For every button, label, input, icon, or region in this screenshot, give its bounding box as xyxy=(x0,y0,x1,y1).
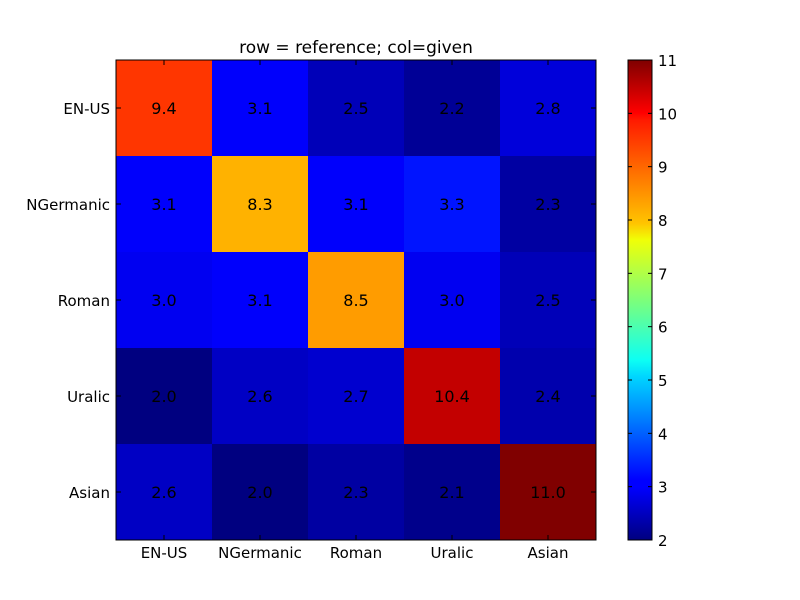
heatmap-cell xyxy=(404,252,500,348)
cell-value-label: 2.0 xyxy=(247,483,272,502)
heatmap-cell xyxy=(500,156,596,252)
y-tick-label: NGermanic xyxy=(26,196,110,214)
heatmap-cell xyxy=(404,156,500,252)
heatmap-cell xyxy=(308,444,404,540)
heatmap-cell xyxy=(308,156,404,252)
colorbar-tick-label: 3 xyxy=(658,479,668,497)
cell-value-label: 2.4 xyxy=(535,387,560,406)
heatmap-cell xyxy=(116,60,212,156)
cell-value-label: 2.5 xyxy=(535,291,560,310)
heatmap-cell xyxy=(404,348,500,444)
heatmap-cell xyxy=(116,156,212,252)
heatmap-cell xyxy=(116,444,212,540)
heatmap-cell xyxy=(212,444,308,540)
colorbar-tick-label: 5 xyxy=(658,372,668,390)
chart-title: row = reference; col=given xyxy=(239,38,473,58)
x-tick-label: Asian xyxy=(528,544,569,562)
heatmap-cell xyxy=(404,60,500,156)
x-tick-label: EN-US xyxy=(141,544,188,562)
y-tick-label: Roman xyxy=(58,292,110,310)
cell-value-label: 10.4 xyxy=(434,387,470,406)
heatmap-cell xyxy=(500,60,596,156)
colorbar-tick-label: 7 xyxy=(658,265,668,283)
cell-value-label: 2.7 xyxy=(343,387,368,406)
x-tick-labels: EN-US NGermanic Roman Uralic Asian xyxy=(141,544,569,562)
heatmap-cell xyxy=(212,156,308,252)
colorbar-tick-label: 9 xyxy=(658,159,668,177)
heatmap-cell-labels: 9.4 3.1 2.5 2.2 2.8 3.1 8.3 3.1 3.3 2.3 3.0 3.1 8.5 3… xyxy=(151,99,566,502)
cell-value-label: 2.6 xyxy=(151,483,176,502)
y-tick-label: Uralic xyxy=(67,388,110,406)
cell-value-label: 3.1 xyxy=(247,99,272,118)
x-tick-label: NGermanic xyxy=(218,544,302,562)
heatmap-cell xyxy=(116,348,212,444)
heatmap-cell xyxy=(308,348,404,444)
x-tick-label: Roman xyxy=(330,544,382,562)
cell-value-label: 3.0 xyxy=(439,291,464,310)
heatmap-cell xyxy=(212,60,308,156)
heatmap-cell xyxy=(212,348,308,444)
cell-value-label: 11.0 xyxy=(530,483,566,502)
cell-value-label: 3.1 xyxy=(151,195,176,214)
cell-value-label: 9.4 xyxy=(151,99,176,118)
cell-value-label: 2.2 xyxy=(439,99,464,118)
heatmap-cell xyxy=(308,252,404,348)
cell-value-label: 2.1 xyxy=(439,483,464,502)
cell-value-label: 3.0 xyxy=(151,291,176,310)
colorbar-ticks: 2 3 4 5 6 7 8 9 10 11 xyxy=(628,52,677,550)
cell-value-label: 2.8 xyxy=(535,99,560,118)
cell-value-label: 8.5 xyxy=(343,291,368,310)
heatmap-cell xyxy=(116,252,212,348)
cell-value-label: 3.1 xyxy=(247,291,272,310)
heatmap-cell xyxy=(500,444,596,540)
heatmap-cells xyxy=(116,60,596,540)
colorbar-tick-label: 4 xyxy=(658,425,668,443)
colorbar-tick-label: 6 xyxy=(658,319,668,337)
cell-value-label: 3.3 xyxy=(439,195,464,214)
heatmap-cell xyxy=(212,252,308,348)
colorbar xyxy=(627,59,653,541)
axis-ticks xyxy=(116,60,596,540)
colorbar-tick-label: 10 xyxy=(658,105,677,123)
cell-value-label: 2.0 xyxy=(151,387,176,406)
colorbar-tick-label: 11 xyxy=(658,52,677,70)
cell-value-label: 2.5 xyxy=(343,99,368,118)
cell-value-label: 2.3 xyxy=(535,195,560,214)
cell-value-label: 3.1 xyxy=(343,195,368,214)
cell-value-label: 2.3 xyxy=(343,483,368,502)
x-tick-label: Uralic xyxy=(431,544,474,562)
colorbar-tick-label: 2 xyxy=(658,532,668,550)
y-tick-label: Asian xyxy=(69,484,110,502)
cell-value-label: 8.3 xyxy=(247,195,272,214)
y-tick-labels: EN-US NGermanic Roman Uralic Asian xyxy=(26,100,110,502)
heatmap-cell xyxy=(500,252,596,348)
heatmap-cell xyxy=(500,348,596,444)
heatmap-cell xyxy=(404,444,500,540)
y-tick-label: EN-US xyxy=(63,100,110,118)
cell-value-label: 2.6 xyxy=(247,387,272,406)
heatmap-cell xyxy=(308,60,404,156)
colorbar-tick-label: 8 xyxy=(658,212,668,230)
